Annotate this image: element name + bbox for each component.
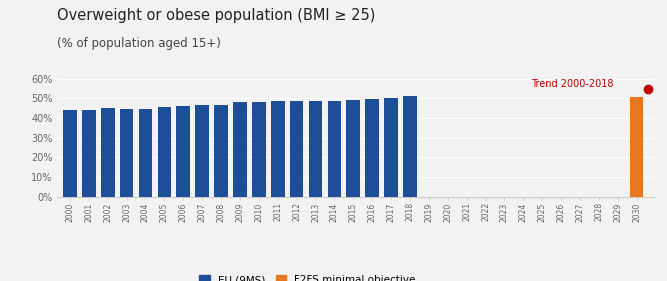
Bar	[366, 99, 379, 197]
Bar	[252, 102, 265, 197]
Bar	[214, 105, 228, 197]
Bar	[120, 109, 133, 197]
Bar	[309, 101, 322, 197]
Bar	[384, 98, 398, 197]
Text: Overweight or obese population (BMI ≥ 25): Overweight or obese population (BMI ≥ 25…	[57, 8, 375, 23]
Text: Trend 2000-2018: Trend 2000-2018	[532, 78, 614, 89]
Bar	[101, 108, 115, 197]
Legend: EU (9MS), F2FS minimal objective: EU (9MS), F2FS minimal objective	[199, 275, 416, 281]
Bar	[195, 105, 209, 197]
Bar	[290, 101, 303, 197]
Bar	[271, 101, 285, 197]
Bar	[177, 106, 190, 197]
Bar	[403, 96, 417, 197]
Bar	[63, 110, 77, 197]
Bar	[82, 110, 95, 197]
Bar	[139, 109, 152, 197]
Bar	[157, 107, 171, 197]
Bar	[630, 98, 644, 197]
Text: (% of population aged 15+): (% of population aged 15+)	[57, 37, 221, 49]
Bar	[233, 102, 247, 197]
Bar	[346, 100, 360, 197]
Bar	[327, 101, 342, 197]
